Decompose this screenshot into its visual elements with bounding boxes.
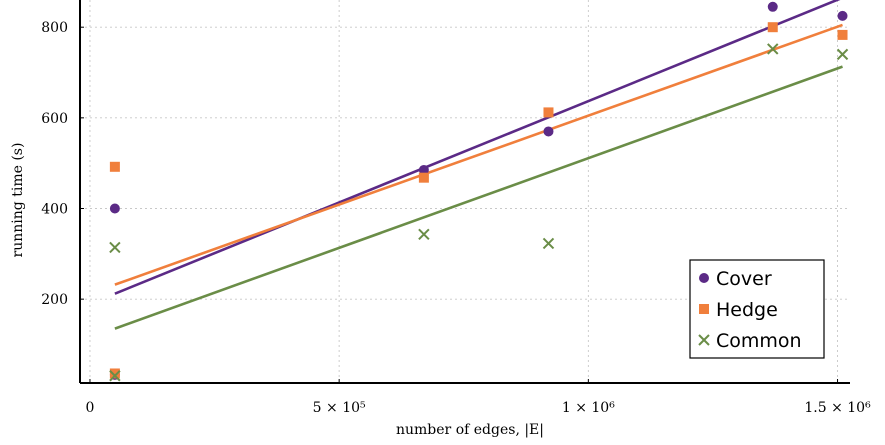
fit-line-cover	[114, 0, 841, 295]
data-point-cover	[767, 1, 778, 12]
legend-label-cover: Cover	[716, 268, 772, 290]
data-points	[109, 1, 849, 382]
data-point-common	[109, 370, 121, 382]
legend-marker-cover	[699, 273, 709, 283]
legend-box	[689, 259, 825, 359]
x-tick-labels: 0 5 × 10⁵ 1 × 10⁶ 1.5 × 10⁶	[86, 400, 872, 416]
data-point-hedge	[109, 368, 120, 379]
data-point-common	[542, 237, 555, 250]
data-point-hedge	[418, 172, 429, 183]
data-point-cover	[543, 126, 554, 137]
data-point-hedge	[543, 107, 554, 118]
x-axis-title: number of edges, |E|	[396, 422, 544, 438]
x-tick-label: 0	[86, 400, 95, 416]
x-tick-label: 1 × 10⁶	[562, 400, 615, 416]
data-point-cover	[418, 164, 429, 175]
data-point-hedge	[767, 22, 778, 33]
axes	[79, 0, 850, 384]
data-point-hedge	[109, 161, 120, 172]
x-tick-label: 5 × 10⁵	[313, 400, 366, 416]
data-point-common	[418, 228, 430, 241]
data-point-cover	[837, 10, 848, 21]
y-tick-label: 200	[41, 292, 68, 308]
legend-marker-common	[698, 334, 710, 346]
data-point-cover	[109, 203, 120, 214]
fit-lines	[114, 0, 843, 330]
legend: Cover Hedge Common	[689, 259, 825, 359]
legend-label-hedge: Hedge	[716, 299, 778, 321]
y-tick-label: 400	[41, 201, 68, 217]
y-tick-label: 600	[41, 111, 68, 127]
y-axis-title: running time (s)	[10, 143, 26, 258]
fit-line-common	[114, 65, 843, 330]
legend-marker-hedge	[699, 304, 709, 314]
y-tick-label: 800	[41, 20, 68, 36]
legend-label-common: Common	[716, 330, 802, 352]
data-point-hedge	[837, 29, 848, 40]
fit-line-hedge	[114, 23, 843, 286]
x-tick-label: 1.5 × 10⁶	[804, 400, 871, 416]
data-point-common	[836, 48, 849, 61]
y-tick-labels: 200 400 600 800	[41, 20, 68, 308]
data-point-common	[109, 241, 121, 254]
data-point-common	[767, 43, 779, 55]
